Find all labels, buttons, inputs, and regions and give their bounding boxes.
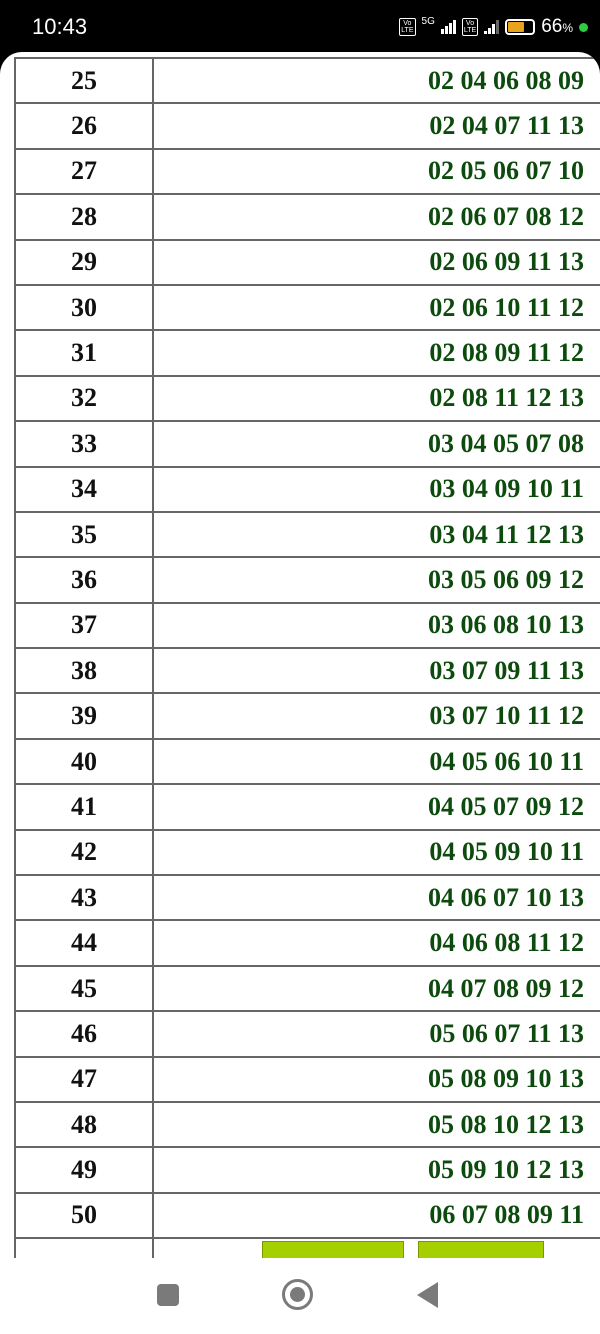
table-row: 44 04 06 08 11 12	[14, 919, 600, 967]
table-row: 48 05 08 10 12 13	[14, 1100, 600, 1149]
table-row: 31 02 08 09 11 12	[14, 329, 600, 377]
row-number: 50	[14, 1191, 154, 1240]
row-number: 47	[14, 1055, 154, 1103]
row-numbers-value: 03 07 09 11 13	[152, 647, 600, 695]
volte-icon-2: Vo LTE	[461, 18, 479, 36]
row-number: 26	[14, 102, 154, 150]
row-number: 32	[14, 374, 154, 423]
table-row: 26 02 04 07 11 13	[14, 102, 600, 150]
row-number: 29	[14, 238, 154, 286]
row-number: 30	[14, 283, 154, 332]
action-button-1[interactable]	[262, 1241, 404, 1258]
row-numbers-value: 02 06 07 08 12	[152, 193, 600, 241]
row-number: 48	[14, 1100, 154, 1149]
table-row: 43 04 06 07 10 13	[14, 874, 600, 922]
row-numbers-value: 02 08 11 12 13	[152, 374, 600, 423]
row-number: 33	[14, 420, 154, 468]
row-number: 41	[14, 783, 154, 831]
row-number: 38	[14, 647, 154, 695]
row-numbers-value: 03 04 11 12 13	[152, 510, 600, 559]
web-content: 25 02 04 06 08 09 26 02 04 07 11 13 27 02 05 …	[0, 52, 600, 1258]
recents-icon[interactable]	[157, 1284, 179, 1306]
row-number: 27	[14, 147, 154, 196]
network-type: 5G	[421, 16, 435, 27]
table-row: 28 02 06 07 08 12	[14, 193, 600, 241]
row-number: 45	[14, 964, 154, 1013]
battery-percent: 66%	[541, 16, 573, 37]
row-numbers-value: 06 07 08 09 11	[152, 1191, 600, 1240]
table-row: 33 03 04 05 07 08	[14, 420, 600, 468]
table-row: 27 02 05 06 07 10	[14, 147, 600, 196]
table-row: 49 05 09 10 12 13	[14, 1146, 600, 1194]
row-numbers-value: 04 06 08 11 12	[152, 919, 600, 967]
row-numbers-value: 05 08 09 10 13	[152, 1055, 600, 1103]
row-number: 36	[14, 556, 154, 604]
table-row: 29 02 06 09 11 13	[14, 238, 600, 286]
row-number: 35	[14, 510, 154, 559]
row-number: 37	[14, 601, 154, 650]
volte-icon: Vo LTE	[399, 18, 416, 36]
table-row: 47 05 08 09 10 13	[14, 1055, 600, 1103]
row-numbers-value: 03 06 08 10 13	[152, 601, 600, 650]
table-row: 38 03 07 09 11 13	[14, 647, 600, 695]
empty-cell	[14, 1237, 154, 1258]
table-row: 36 03 05 06 09 12	[14, 556, 600, 604]
status-bar: 10:43 Vo LTE 5G Vo LTE 66%	[0, 0, 600, 56]
table-row: 32 02 08 11 12 13	[14, 374, 600, 423]
row-numbers-value: 02 08 09 11 12	[152, 329, 600, 377]
signal-icon	[440, 20, 456, 34]
table-row: 40 04 05 06 10 11	[14, 737, 600, 786]
table-row: 42 04 05 09 10 11	[14, 828, 600, 877]
privacy-dot-icon	[579, 22, 588, 32]
navigation-bar	[0, 1258, 600, 1334]
table-row: 50 06 07 08 09 11	[14, 1191, 600, 1240]
row-number: 28	[14, 193, 154, 241]
battery-icon	[505, 19, 536, 35]
clock: 10:43	[32, 14, 88, 39]
table-row: 46 05 06 07 11 13	[14, 1010, 600, 1058]
row-number: 39	[14, 692, 154, 740]
row-numbers-value: 04 05 07 09 12	[152, 783, 600, 831]
action-button-2[interactable]	[418, 1241, 544, 1258]
table-row: 45 04 07 08 09 12	[14, 964, 600, 1013]
table-row: 41 04 05 07 09 12	[14, 783, 600, 831]
row-numbers-value: 03 07 10 11 12	[152, 692, 600, 740]
row-numbers-value: 02 04 07 11 13	[152, 102, 600, 150]
home-icon[interactable]	[282, 1279, 313, 1310]
row-numbers-value: 02 06 09 11 13	[152, 238, 600, 286]
table-row: 25 02 04 06 08 09	[14, 56, 600, 105]
row-number: 31	[14, 329, 154, 377]
row-number: 42	[14, 828, 154, 877]
table-row: 39 03 07 10 11 12	[14, 692, 600, 740]
row-number: 40	[14, 737, 154, 786]
row-numbers-value: 05 06 07 11 13	[152, 1010, 600, 1058]
back-icon[interactable]	[417, 1282, 438, 1308]
row-numbers-value: 03 04 05 07 08	[152, 420, 600, 468]
table-row: 30 02 06 10 11 12	[14, 283, 600, 332]
row-numbers-value: 03 05 06 09 12	[152, 556, 600, 604]
row-numbers-value: 05 09 10 12 13	[152, 1146, 600, 1194]
row-number: 46	[14, 1010, 154, 1058]
row-numbers-value: 04 05 09 10 11	[152, 828, 600, 877]
row-numbers-value: 04 05 06 10 11	[152, 737, 600, 786]
row-numbers-value: 05 08 10 12 13	[152, 1100, 600, 1149]
row-number: 43	[14, 874, 154, 922]
signal-icon-2	[484, 20, 500, 34]
row-numbers-value: 04 06 07 10 13	[152, 874, 600, 922]
row-numbers-value: 04 07 08 09 12	[152, 964, 600, 1013]
row-numbers-value: 03 04 09 10 11	[152, 465, 600, 513]
row-numbers-value: 02 06 10 11 12	[152, 283, 600, 332]
row-number: 34	[14, 465, 154, 513]
results-table: 25 02 04 06 08 09 26 02 04 07 11 13 27 02 05 …	[14, 56, 600, 1258]
table-row: 37 03 06 08 10 13	[14, 601, 600, 650]
table-row: 34 03 04 09 10 11	[14, 465, 600, 513]
row-number: 44	[14, 919, 154, 967]
row-numbers-value: 02 04 06 08 09	[152, 56, 600, 105]
table-row: 35 03 04 11 12 13	[14, 510, 600, 559]
row-numbers-value: 02 05 06 07 10	[152, 147, 600, 196]
row-number: 25	[14, 56, 154, 105]
row-number: 49	[14, 1146, 154, 1194]
